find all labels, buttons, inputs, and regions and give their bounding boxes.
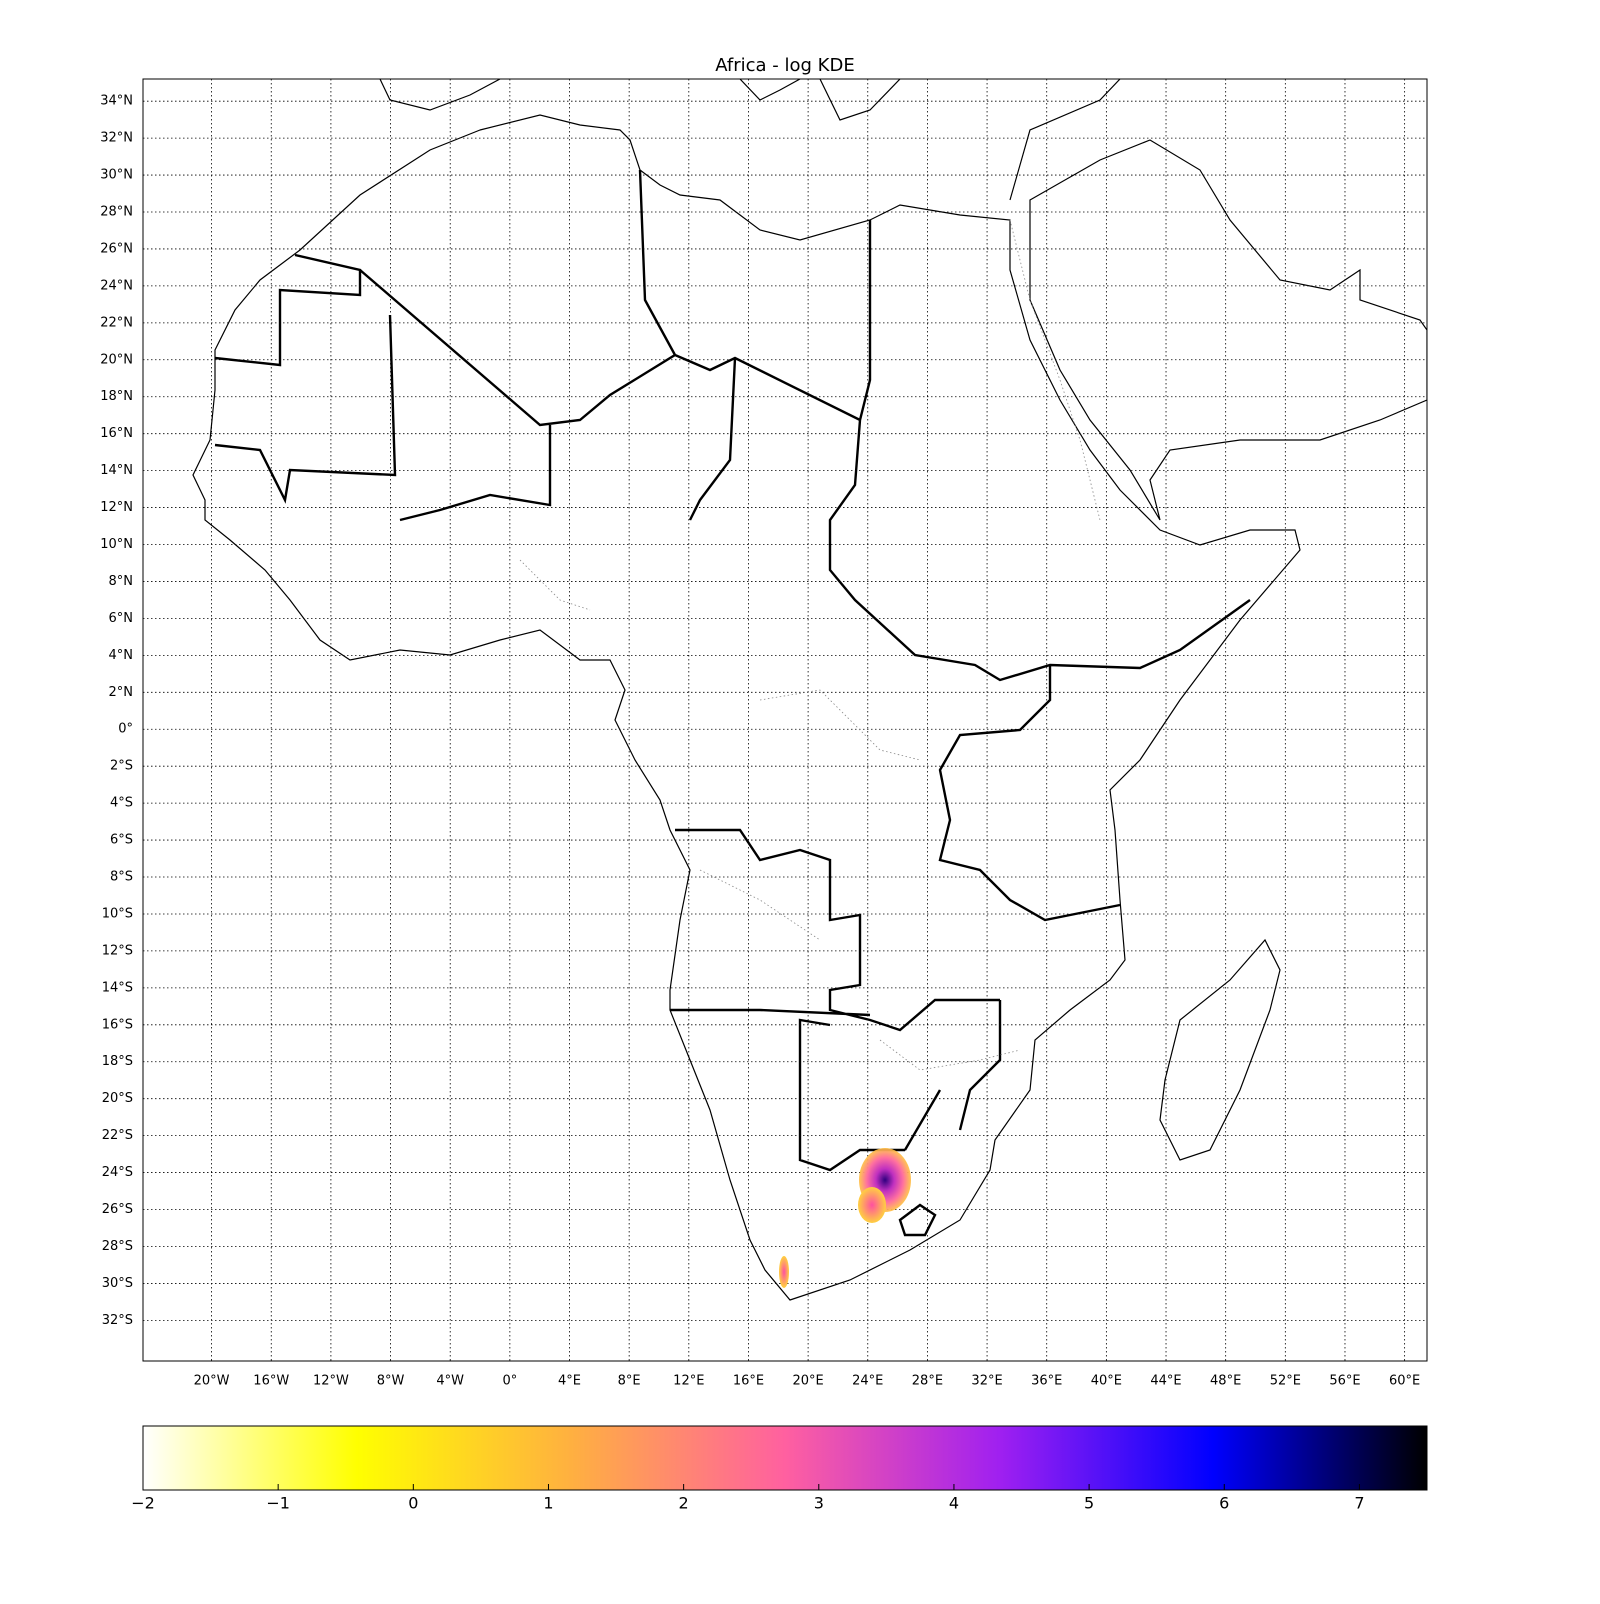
lat-label: 22°N	[100, 315, 133, 330]
lat-label: 2°N	[109, 685, 134, 700]
lat-label: 16°N	[100, 426, 133, 441]
lon-label: 24°E	[852, 1374, 883, 1389]
lat-label: 4°S	[110, 796, 133, 811]
lat-label: 10°S	[102, 906, 133, 921]
lon-label: 60°E	[1389, 1374, 1420, 1389]
lon-label: 20°W	[194, 1374, 230, 1389]
lat-label: 28°N	[100, 205, 133, 220]
lat-label: 16°S	[102, 1017, 133, 1032]
colorbar-tick-label: 6	[1219, 1494, 1229, 1513]
lesotho-border	[898, 1203, 937, 1237]
lon-label: 36°E	[1031, 1374, 1062, 1389]
basemap	[192, 79, 1427, 1301]
coastline-madagascar	[1159, 938, 1281, 1161]
kde-hotspot	[858, 1187, 886, 1223]
lat-label: 12°S	[102, 943, 133, 958]
lat-label: 6°S	[110, 833, 133, 848]
colorbar-tick-label: 0	[408, 1494, 418, 1513]
lat-label: 14°S	[102, 980, 133, 995]
lat-label: 30°S	[102, 1276, 133, 1291]
lon-label: 40°E	[1091, 1374, 1122, 1389]
rivers	[519, 219, 1101, 1071]
colorbar-tick-label: 2	[679, 1494, 689, 1513]
lat-label: 6°N	[109, 611, 134, 626]
lat-label: 12°N	[100, 500, 133, 515]
country-borders	[214, 169, 1251, 1172]
lat-label: 8°S	[110, 870, 133, 885]
lon-label: 28°E	[912, 1374, 943, 1389]
lon-label: 12°E	[673, 1374, 704, 1389]
lat-label: 20°S	[102, 1091, 133, 1106]
lat-label: 24°S	[102, 1165, 133, 1180]
lat-label: 22°S	[102, 1128, 133, 1143]
colorbar	[142, 1425, 1428, 1491]
lat-label: 2°S	[110, 759, 133, 774]
lon-label: 16°W	[253, 1374, 289, 1389]
kde-hotspot	[779, 1256, 789, 1288]
lon-label: 4°E	[558, 1374, 581, 1389]
colorbar-tick-label: 4	[949, 1494, 959, 1513]
lon-label: 8°E	[618, 1374, 641, 1389]
lat-label: 0°	[118, 722, 133, 737]
lon-label: 8°W	[377, 1374, 405, 1389]
lat-label: 26°N	[100, 241, 133, 256]
lon-label: 52°E	[1270, 1374, 1301, 1389]
colorbar-tick-label: −1	[266, 1494, 290, 1513]
lat-label: 32°S	[102, 1313, 133, 1328]
lon-label: 16°E	[733, 1374, 764, 1389]
lon-label: 44°E	[1150, 1374, 1181, 1389]
lat-label: 14°N	[100, 463, 133, 478]
coastline-europe	[379, 79, 1121, 201]
map-frame	[142, 78, 1428, 1362]
map-title: Africa - log KDE	[715, 55, 854, 76]
lon-label: 12°W	[313, 1374, 349, 1389]
lat-label: 28°S	[102, 1239, 133, 1254]
lat-label: 8°N	[109, 574, 134, 589]
lon-label: 32°E	[971, 1374, 1002, 1389]
colorbar-tick-label: 3	[814, 1494, 824, 1513]
lat-label: 10°N	[100, 537, 133, 552]
lon-label: 48°E	[1210, 1374, 1241, 1389]
colorbar-tick-label: 7	[1354, 1494, 1364, 1513]
coastline-arabia	[1029, 139, 1427, 521]
lat-label: 20°N	[100, 352, 133, 367]
lon-label: 4°W	[436, 1374, 464, 1389]
lat-label: 34°N	[100, 94, 133, 109]
coastline-africa	[192, 114, 1301, 1301]
lat-label: 18°S	[102, 1054, 133, 1069]
colorbar-tick-label: −2	[131, 1494, 155, 1513]
colorbar-tick-label: 1	[543, 1494, 553, 1513]
lat-label: 24°N	[100, 278, 133, 293]
lon-label: 0°	[502, 1374, 517, 1389]
lon-label: 20°E	[792, 1374, 823, 1389]
lat-label: 18°N	[100, 389, 133, 404]
lat-label: 32°N	[100, 131, 133, 146]
lon-label: 56°E	[1329, 1374, 1360, 1389]
lat-label: 4°N	[109, 648, 134, 663]
colorbar-tick-label: 5	[1084, 1494, 1094, 1513]
lat-label: 30°N	[100, 168, 133, 183]
lat-label: 26°S	[102, 1202, 133, 1217]
